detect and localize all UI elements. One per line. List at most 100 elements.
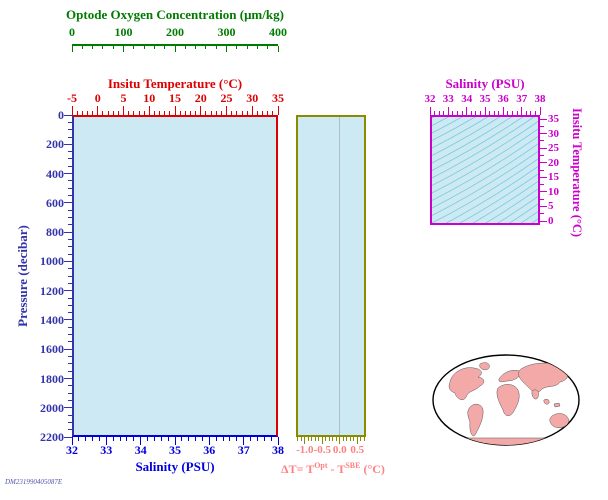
ts-salinity-tick-label: 36 — [497, 93, 509, 105]
salinity-minor-tick — [167, 437, 169, 441]
islands-southeast-asia — [543, 398, 561, 408]
ts-plot-area — [430, 115, 540, 225]
salinity-minor-tick — [92, 437, 94, 441]
temperature-minor-tick — [256, 111, 258, 115]
pressure-tick-label: 800 — [46, 225, 64, 240]
dt-title-sup-sbe: SBE — [345, 461, 361, 470]
ts-salinity-tick-label: 34 — [461, 93, 473, 105]
pressure-major-tick — [64, 231, 72, 233]
temperature-minor-tick — [267, 111, 269, 115]
isopycnal-contour — [432, 121, 538, 186]
pressure-minor-tick — [68, 165, 72, 167]
ts-salinity-minor-tick — [475, 111, 477, 115]
temperature-tick-label: -5 — [67, 91, 77, 105]
temperature-tick-label: 35 — [272, 91, 284, 105]
temperature-major-tick — [71, 106, 73, 115]
salinity-minor-tick — [119, 437, 121, 441]
isopycnal-contour — [432, 117, 476, 141]
oxygen-minor-tick — [267, 46, 269, 49]
pressure-major-tick — [64, 173, 72, 174]
oxygen-minor-tick — [164, 46, 166, 49]
salinity-major-tick — [140, 437, 142, 445]
oxygen-minor-tick — [92, 46, 94, 49]
pressure-major-tick — [64, 143, 72, 145]
ts-temperature-tick-label: 10 — [548, 185, 559, 198]
pressure-tick-label: 1800 — [40, 371, 64, 386]
oxygen-major-tick — [71, 46, 73, 52]
oxygen-major-tick — [123, 46, 124, 52]
oxygen-minor-tick — [184, 46, 186, 49]
ts-salinity-minor-tick — [507, 111, 509, 115]
dt-minor-tick — [342, 437, 344, 441]
dt-major-tick — [339, 437, 341, 444]
temperature-major-tick — [277, 106, 279, 115]
temperature-tick-label: 25 — [220, 91, 233, 105]
ts-temperature-major-tick — [540, 205, 547, 207]
temperature-minor-tick — [138, 111, 140, 115]
dt-minor-tick — [307, 437, 309, 441]
ts-salinity-axis-title: Salinity (PSU) — [445, 76, 525, 91]
ts-salinity-tick-label: 33 — [442, 93, 454, 105]
salinity-minor-tick — [215, 437, 217, 441]
ts-salinity-minor-tick — [525, 111, 527, 115]
map-continents — [435, 362, 577, 445]
continent-north-america — [448, 367, 485, 400]
temperature-minor-tick — [143, 111, 145, 115]
pressure-minor-tick — [68, 385, 72, 387]
salinity-minor-tick — [133, 437, 135, 441]
pressure-minor-tick — [68, 136, 72, 138]
oxygen-minor-tick — [112, 46, 114, 49]
pressure-major-tick — [64, 319, 72, 321]
temperature-minor-tick — [159, 111, 161, 115]
ts-temperature-tick-label: 15 — [548, 171, 559, 184]
isopycnal-contour — [508, 203, 538, 223]
oxygen-major-tick — [226, 46, 227, 52]
salinity-minor-tick — [99, 437, 100, 441]
ts-salinity-major-tick — [521, 107, 523, 115]
dt-tick-label: -1.0 — [296, 444, 314, 456]
subcontinent-india — [531, 389, 539, 400]
world-map — [432, 354, 580, 446]
temperature-minor-tick — [215, 111, 217, 115]
ts-temperature-minor-tick — [540, 125, 544, 127]
salinity-tick-label: 36 — [203, 443, 216, 457]
ts-salinity-tick-label: 32 — [424, 93, 436, 105]
isopycnal-contour — [432, 128, 538, 194]
salinity-minor-tick — [263, 437, 265, 441]
oxygen-minor-tick — [246, 46, 248, 49]
pressure-minor-tick — [68, 217, 72, 218]
salinity-minor-tick — [78, 437, 80, 441]
isopycnal-contour — [432, 117, 463, 134]
pressure-tick-label: 1000 — [40, 254, 64, 269]
ts-salinity-minor-tick — [512, 111, 513, 115]
continent-europe — [498, 370, 522, 383]
salinity-minor-tick — [236, 437, 238, 441]
pressure-minor-tick — [68, 312, 72, 314]
pressure-minor-tick — [68, 326, 72, 328]
temperature-minor-tick — [153, 111, 155, 115]
oxygen-minor-tick — [256, 46, 258, 49]
ts-temperature-tick-label: 5 — [548, 200, 554, 213]
pressure-minor-tick — [68, 392, 72, 394]
salinity-minor-tick — [147, 437, 148, 441]
dt-minor-tick — [360, 437, 362, 441]
dt-minor-tick — [332, 437, 334, 441]
temperature-minor-tick — [81, 111, 83, 115]
pressure-minor-tick — [68, 209, 72, 211]
pressure-minor-tick — [68, 275, 72, 277]
salinity-major-tick — [243, 437, 245, 445]
temperature-minor-tick — [231, 111, 233, 115]
pressure-major-tick — [64, 378, 72, 379]
salinity-minor-tick — [202, 437, 203, 441]
pressure-tick-label: 2200 — [40, 430, 64, 444]
temperature-tick-label: 30 — [246, 91, 259, 105]
ts-salinity-minor-tick — [479, 111, 481, 115]
temperature-major-tick — [97, 106, 99, 115]
temperature-minor-tick — [195, 111, 197, 115]
pressure-minor-tick — [68, 253, 72, 255]
temperature-axis-title: Insitu Temperature (°C) — [107, 76, 243, 91]
temperature-minor-tick — [117, 111, 119, 115]
isopycnal-contour — [432, 117, 535, 179]
salinity-major-tick — [277, 437, 279, 445]
continent-antarctica — [435, 437, 577, 445]
